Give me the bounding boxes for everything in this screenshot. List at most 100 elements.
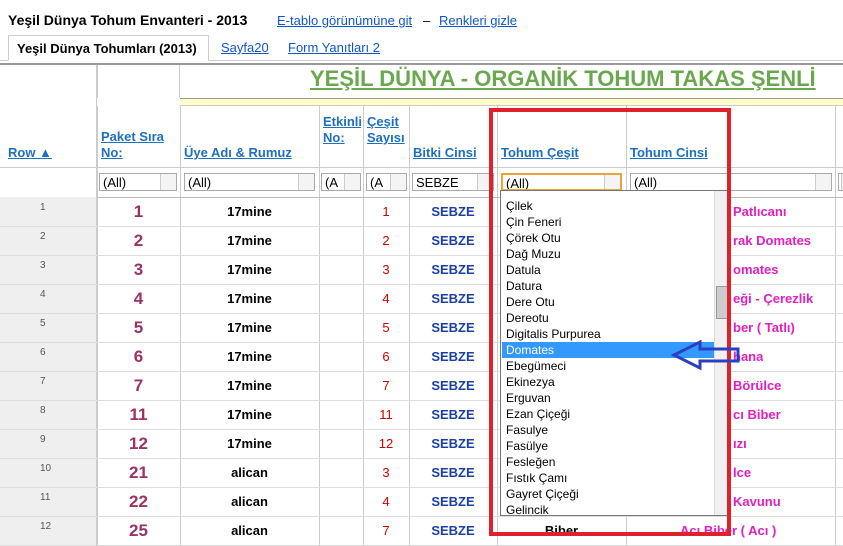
row-number: 5 [40, 318, 46, 329]
column-header[interactable]: Üye Adı & Rumuz [184, 145, 292, 160]
plant-type: SEBZE [431, 494, 475, 509]
seed-type: Börülce [733, 378, 782, 393]
pointer-arrow [670, 339, 740, 371]
plant-type: SEBZE [431, 291, 475, 306]
column-line [497, 106, 498, 546]
row-line [0, 516, 843, 517]
seed-type: ber ( Tatlı) [733, 320, 795, 335]
title-row-left [97, 65, 180, 98]
row-number: 12 [40, 521, 52, 532]
dropdown-item[interactable]: Datura [506, 279, 543, 293]
member-name: 17mine [227, 262, 272, 277]
dropdown-item[interactable]: Ebegümeci [506, 359, 567, 373]
plant-type: SEBZE [431, 378, 475, 393]
row-number: 4 [40, 289, 46, 300]
seed-type: Patlıcanı [733, 204, 787, 219]
package-no: 21 [129, 463, 148, 482]
scrollbar[interactable] [714, 191, 730, 515]
dropdown-item[interactable]: Gayret Çiçeği [506, 487, 579, 501]
dropdown-item[interactable]: Fıstık Çamı [506, 471, 568, 485]
member-name: 17mine [227, 204, 272, 219]
variety-count: 1 [382, 204, 390, 219]
row-line [0, 284, 843, 285]
plant-type: SEBZE [431, 523, 475, 538]
seed-type: Kavunu [733, 494, 781, 509]
package-no: 1 [133, 202, 144, 221]
dropdown-item[interactable]: Ezan Çiçeği [506, 407, 571, 421]
row-number: 10 [40, 463, 52, 474]
plant-type: SEBZE [431, 204, 475, 219]
row-line [0, 226, 843, 227]
variety-count: 7 [382, 523, 390, 538]
sheet-view-link[interactable]: E-tablo görünümüne git [277, 13, 413, 28]
dropdown-item[interactable]: Dağ Muzu [506, 247, 561, 261]
package-no: 7 [133, 376, 144, 395]
column-line [363, 106, 364, 546]
column-header[interactable]: Tohum Çeşit [501, 145, 579, 160]
column-line [409, 106, 410, 546]
dropdown-item[interactable]: Çin Feneri [506, 215, 562, 229]
dropdown-item[interactable]: Gelincik [506, 503, 549, 516]
member-name: 17mine [227, 320, 272, 335]
dropdown-item[interactable]: Dere Otu [506, 295, 555, 309]
column-header[interactable]: Paket Sıra No: [101, 129, 164, 160]
row-number: 3 [40, 260, 46, 271]
seed-type: hana [733, 349, 764, 364]
column-header[interactable]: Bitki Cinsi [413, 145, 477, 160]
package-no: 22 [129, 492, 148, 511]
dropdown-item[interactable]: Digitalis Purpurea [506, 327, 601, 341]
column-header[interactable]: Tohum Cinsi [630, 145, 708, 160]
filter-select[interactable]: (A [321, 173, 361, 191]
member-name: 17mine [227, 233, 272, 248]
dropdown-item[interactable]: Domates [502, 342, 714, 358]
member-name: 17mine [227, 291, 272, 306]
dropdown-item[interactable]: Fesleğen [506, 455, 556, 469]
row-number: 8 [40, 405, 46, 416]
variety-count: 3 [382, 465, 390, 480]
column-line [180, 106, 181, 546]
row-line [0, 458, 843, 459]
dropdown-item[interactable]: Datula [506, 263, 541, 277]
row-line [0, 429, 843, 430]
package-no: 4 [133, 289, 144, 308]
dropdown-item[interactable]: Erguvan [506, 391, 551, 405]
column-header[interactable]: Çeşit Sayısı [367, 114, 405, 145]
member-name: alican [231, 465, 268, 480]
row-number: 7 [40, 376, 46, 387]
dropdown-item[interactable]: Fasulye [506, 423, 549, 437]
filter-select[interactable]: (All) [99, 173, 177, 191]
package-no: 12 [129, 434, 148, 453]
filter-select[interactable]: (A [366, 173, 407, 191]
hide-colors-link[interactable]: Renkleri gizle [439, 13, 518, 28]
member-name: 17mine [227, 378, 272, 393]
filter-select[interactable] [838, 173, 843, 191]
dropdown-item[interactable]: Çörek Otu [506, 231, 561, 245]
member-name: alican [231, 523, 268, 538]
dropdown-item[interactable]: Çilek [506, 199, 533, 213]
filter-select[interactable]: (All) [184, 173, 315, 191]
variety-count: 3 [382, 262, 390, 277]
dropdown-list[interactable]: Çilek Çin Feneri Çörek Otu Dağ Muzu Datula Da… [500, 190, 731, 516]
plant-type: SEBZE [431, 465, 475, 480]
row-line [0, 371, 843, 372]
column-line [97, 106, 98, 546]
column-header[interactable]: Etkinli No: [323, 114, 361, 145]
variety-count: 11 [379, 407, 393, 422]
dropdown-item[interactable]: Fasülye [506, 439, 549, 453]
dropdown-item[interactable]: Dereotu [506, 311, 549, 325]
row-header[interactable]: Row ▲ [8, 145, 52, 160]
plant-type: SEBZE [431, 320, 475, 335]
column-line [835, 106, 836, 546]
dropdown-item[interactable]: Ekinezya [506, 375, 555, 389]
tab[interactable]: Sayfa20 [221, 40, 269, 55]
seed-type: lce [733, 465, 752, 480]
member-name: 17mine [227, 349, 272, 364]
row-line [0, 255, 843, 256]
seed-type: omates [733, 262, 779, 277]
tab[interactable]: Form Yanıtları 2 [288, 40, 380, 55]
tab-active[interactable]: Yeşil Dünya Tohumları (2013) [8, 35, 209, 61]
header-line [0, 167, 843, 168]
variety-count: 4 [382, 291, 390, 306]
package-no: 3 [133, 260, 144, 279]
filter-select[interactable]: (All) [630, 173, 832, 191]
